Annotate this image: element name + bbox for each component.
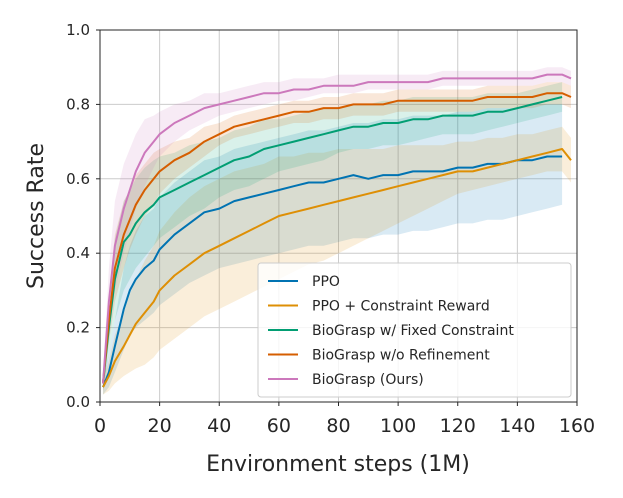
x-tick-label: 20 xyxy=(148,415,172,437)
x-axis-title: Environment steps (1M) xyxy=(206,452,470,477)
series-lines xyxy=(102,73,572,388)
axis-ticks: 0 20 40 60 80 100 120 140 160 0.0 0.2 0.4 0.6 0.8 1.0 xyxy=(66,21,595,437)
x-tick-label: 40 xyxy=(207,415,231,437)
y-tick-label: 0.8 xyxy=(66,95,90,113)
y-tick-label: 0.6 xyxy=(66,170,90,188)
line-biograsp-w-fixed-constraint xyxy=(102,96,563,384)
y-tick-label: 1.0 xyxy=(66,21,90,39)
x-tick-label: 0 xyxy=(94,415,106,437)
x-tick-label: 160 xyxy=(559,415,595,437)
legend-label-biograsp-w-fixed-constraint: BioGrasp w/ Fixed Constraint xyxy=(312,323,514,339)
x-tick-label: 100 xyxy=(380,415,416,437)
line-ppo xyxy=(102,155,563,388)
legend-label-ppo: PPO xyxy=(312,274,340,290)
x-tick-label: 140 xyxy=(499,415,535,437)
x-tick-label: 120 xyxy=(440,415,476,437)
line-biograsp-ours xyxy=(102,73,572,384)
y-axis-title: Success Rate xyxy=(24,143,49,289)
line-ppo-constraint-reward xyxy=(102,148,572,388)
y-tick-label: 0.0 xyxy=(66,393,90,411)
band-ppo xyxy=(103,104,563,395)
y-tick-label: 0.4 xyxy=(66,244,90,262)
legend: PPO PPO + Constraint Reward BioGrasp w/ Fi… xyxy=(257,262,572,398)
band-biograsp-w-fixed-constraint xyxy=(103,82,563,391)
legend-label-ppo-constraint-reward: PPO + Constraint Reward xyxy=(312,299,490,315)
x-tick-label: 80 xyxy=(326,415,350,437)
band-ppo-constraint-reward xyxy=(103,126,571,395)
legend-box xyxy=(257,262,572,398)
y-tick-label: 0.2 xyxy=(66,319,90,337)
legend-label-biograsp-ours: BioGrasp (Ours) xyxy=(312,372,424,388)
legend-label-biograsp-w-o-refinement: BioGrasp w/o Refinement xyxy=(312,348,490,364)
line-biograsp-w-o-refinement xyxy=(102,92,572,384)
x-tick-label: 60 xyxy=(267,415,291,437)
confidence-bands xyxy=(103,67,571,395)
